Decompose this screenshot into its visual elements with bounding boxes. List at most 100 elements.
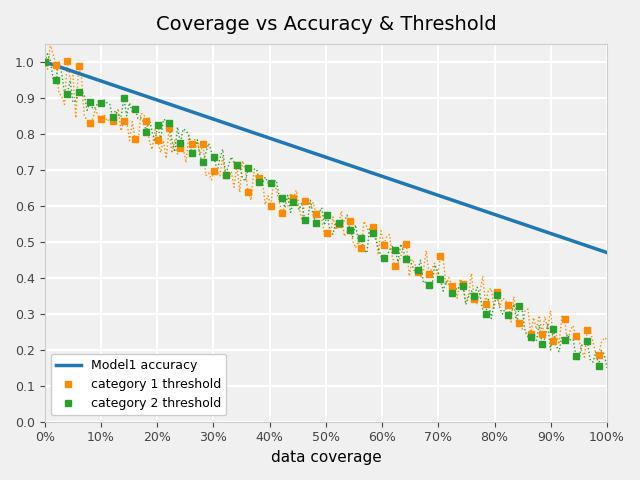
category 2 threshold [448, 290, 456, 296]
category 2 threshold [595, 363, 602, 369]
category 2 threshold [120, 95, 128, 100]
category 2 threshold [493, 292, 500, 298]
category 2 threshold [391, 247, 399, 252]
category 2 threshold [369, 230, 376, 236]
category 1 threshold [538, 331, 546, 337]
category 1 threshold [391, 263, 399, 268]
Model1 accuracy [63, 67, 71, 72]
category 1 threshold [448, 283, 456, 289]
category 2 threshold [211, 154, 218, 160]
Line: Model1 accuracy: Model1 accuracy [45, 62, 607, 252]
category 1 threshold [109, 118, 116, 124]
category 2 threshold [41, 59, 49, 65]
category 1 threshold [369, 225, 376, 230]
category 1 threshold [403, 241, 410, 247]
category 1 threshold [584, 327, 591, 333]
category 2 threshold [572, 353, 580, 359]
category 1 threshold [41, 59, 49, 65]
category 2 threshold [267, 180, 275, 186]
category 2 threshold [75, 89, 83, 95]
category 2 threshold [425, 282, 433, 288]
category 1 threshold [414, 270, 422, 276]
category 2 threshold [143, 129, 150, 135]
category 1 threshold [154, 137, 161, 143]
category 1 threshold [211, 168, 218, 174]
category 2 threshold [165, 120, 173, 126]
category 2 threshold [561, 337, 568, 343]
category 1 threshold [75, 63, 83, 69]
category 1 threshold [357, 245, 365, 251]
Model1 accuracy [575, 240, 582, 246]
category 2 threshold [459, 283, 467, 289]
category 2 threshold [221, 172, 229, 178]
category 2 threshold [188, 150, 195, 156]
Line: category 1 threshold: category 1 threshold [42, 58, 602, 358]
category 1 threshold [459, 281, 467, 287]
category 1 threshold [244, 189, 252, 195]
Line: category 2 threshold: category 2 threshold [42, 59, 602, 369]
category 1 threshold [436, 253, 444, 259]
category 2 threshold [346, 227, 354, 233]
X-axis label: data coverage: data coverage [271, 450, 381, 465]
category 1 threshold [97, 116, 105, 122]
category 1 threshold [595, 352, 602, 358]
category 1 threshold [516, 320, 524, 325]
category 1 threshold [86, 120, 94, 126]
category 2 threshold [414, 267, 422, 273]
category 1 threshold [255, 175, 263, 181]
category 2 threshold [470, 293, 478, 299]
Title: Coverage vs Accuracy & Threshold: Coverage vs Accuracy & Threshold [156, 15, 496, 34]
category 2 threshold [516, 304, 524, 310]
category 2 threshold [63, 91, 71, 96]
category 2 threshold [504, 312, 512, 318]
category 1 threshold [470, 296, 478, 302]
category 2 threshold [380, 255, 388, 261]
category 1 threshold [233, 162, 241, 168]
category 1 threshold [278, 210, 286, 216]
category 1 threshold [550, 338, 557, 344]
category 1 threshold [561, 316, 568, 322]
category 1 threshold [63, 58, 71, 64]
category 2 threshold [323, 212, 331, 218]
category 2 threshold [357, 235, 365, 241]
Model1 accuracy [191, 110, 198, 116]
category 1 threshold [504, 302, 512, 308]
category 1 threshold [527, 331, 534, 337]
category 2 threshold [335, 220, 342, 226]
category 1 threshold [165, 126, 173, 132]
category 1 threshold [131, 136, 139, 142]
category 2 threshold [131, 106, 139, 111]
category 1 threshold [572, 334, 580, 339]
category 1 threshold [52, 62, 60, 68]
category 2 threshold [289, 199, 297, 204]
category 1 threshold [143, 118, 150, 124]
category 1 threshold [380, 242, 388, 248]
category 1 threshold [188, 141, 195, 147]
category 1 threshold [312, 211, 320, 217]
category 2 threshold [233, 162, 241, 168]
category 2 threshold [97, 100, 105, 106]
category 1 threshold [323, 230, 331, 236]
category 1 threshold [335, 221, 342, 227]
category 2 threshold [538, 341, 546, 347]
category 2 threshold [527, 335, 534, 340]
Model1 accuracy [555, 233, 563, 239]
category 2 threshold [154, 122, 161, 128]
category 1 threshold [301, 198, 308, 204]
Model1 accuracy [604, 250, 611, 255]
category 2 threshold [86, 99, 94, 105]
Model1 accuracy [75, 71, 83, 76]
category 1 threshold [289, 195, 297, 201]
category 1 threshold [425, 271, 433, 277]
category 1 threshold [493, 289, 500, 295]
category 1 threshold [177, 145, 184, 151]
category 2 threshold [301, 217, 308, 223]
category 2 threshold [436, 276, 444, 282]
category 2 threshold [403, 256, 410, 262]
Model1 accuracy [41, 59, 49, 65]
category 2 threshold [482, 312, 490, 317]
category 2 threshold [255, 180, 263, 185]
category 2 threshold [584, 338, 591, 344]
category 2 threshold [199, 159, 207, 165]
category 2 threshold [278, 195, 286, 201]
